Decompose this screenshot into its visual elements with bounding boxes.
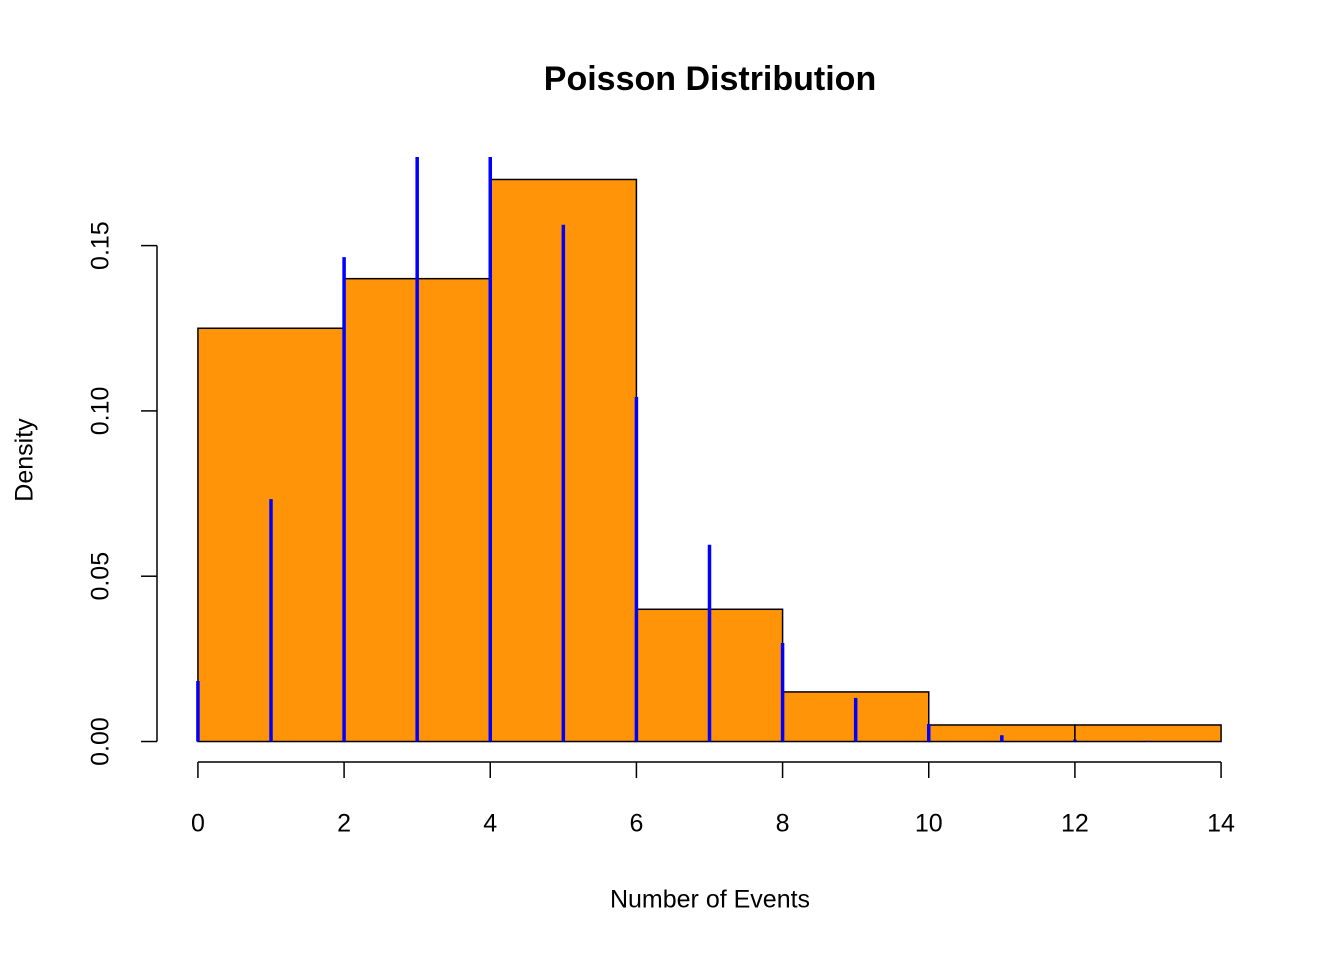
y-axis-label: Density [11, 418, 39, 502]
bar [1074, 724, 1222, 743]
y-tick-label: 0.15 [87, 221, 115, 270]
x-tick-label: 10 [915, 810, 943, 838]
chart-title: Poisson Distribution [544, 60, 876, 98]
x-tick-label: 2 [337, 810, 351, 838]
x-tick-label: 8 [776, 810, 790, 838]
x-tick-label: 4 [483, 810, 497, 838]
y-tick-label: 0.10 [87, 387, 115, 436]
plot-area [196, 157, 1222, 743]
x-tick-label: 14 [1207, 810, 1235, 838]
y-tick-label: 0.00 [87, 717, 115, 766]
x-axis-label: Number of Events [610, 886, 810, 914]
y-tick-label: 0.05 [87, 552, 115, 601]
x-tick-label: 0 [191, 810, 205, 838]
x-tick-label: 12 [1061, 810, 1089, 838]
x-tick-label: 6 [629, 810, 643, 838]
